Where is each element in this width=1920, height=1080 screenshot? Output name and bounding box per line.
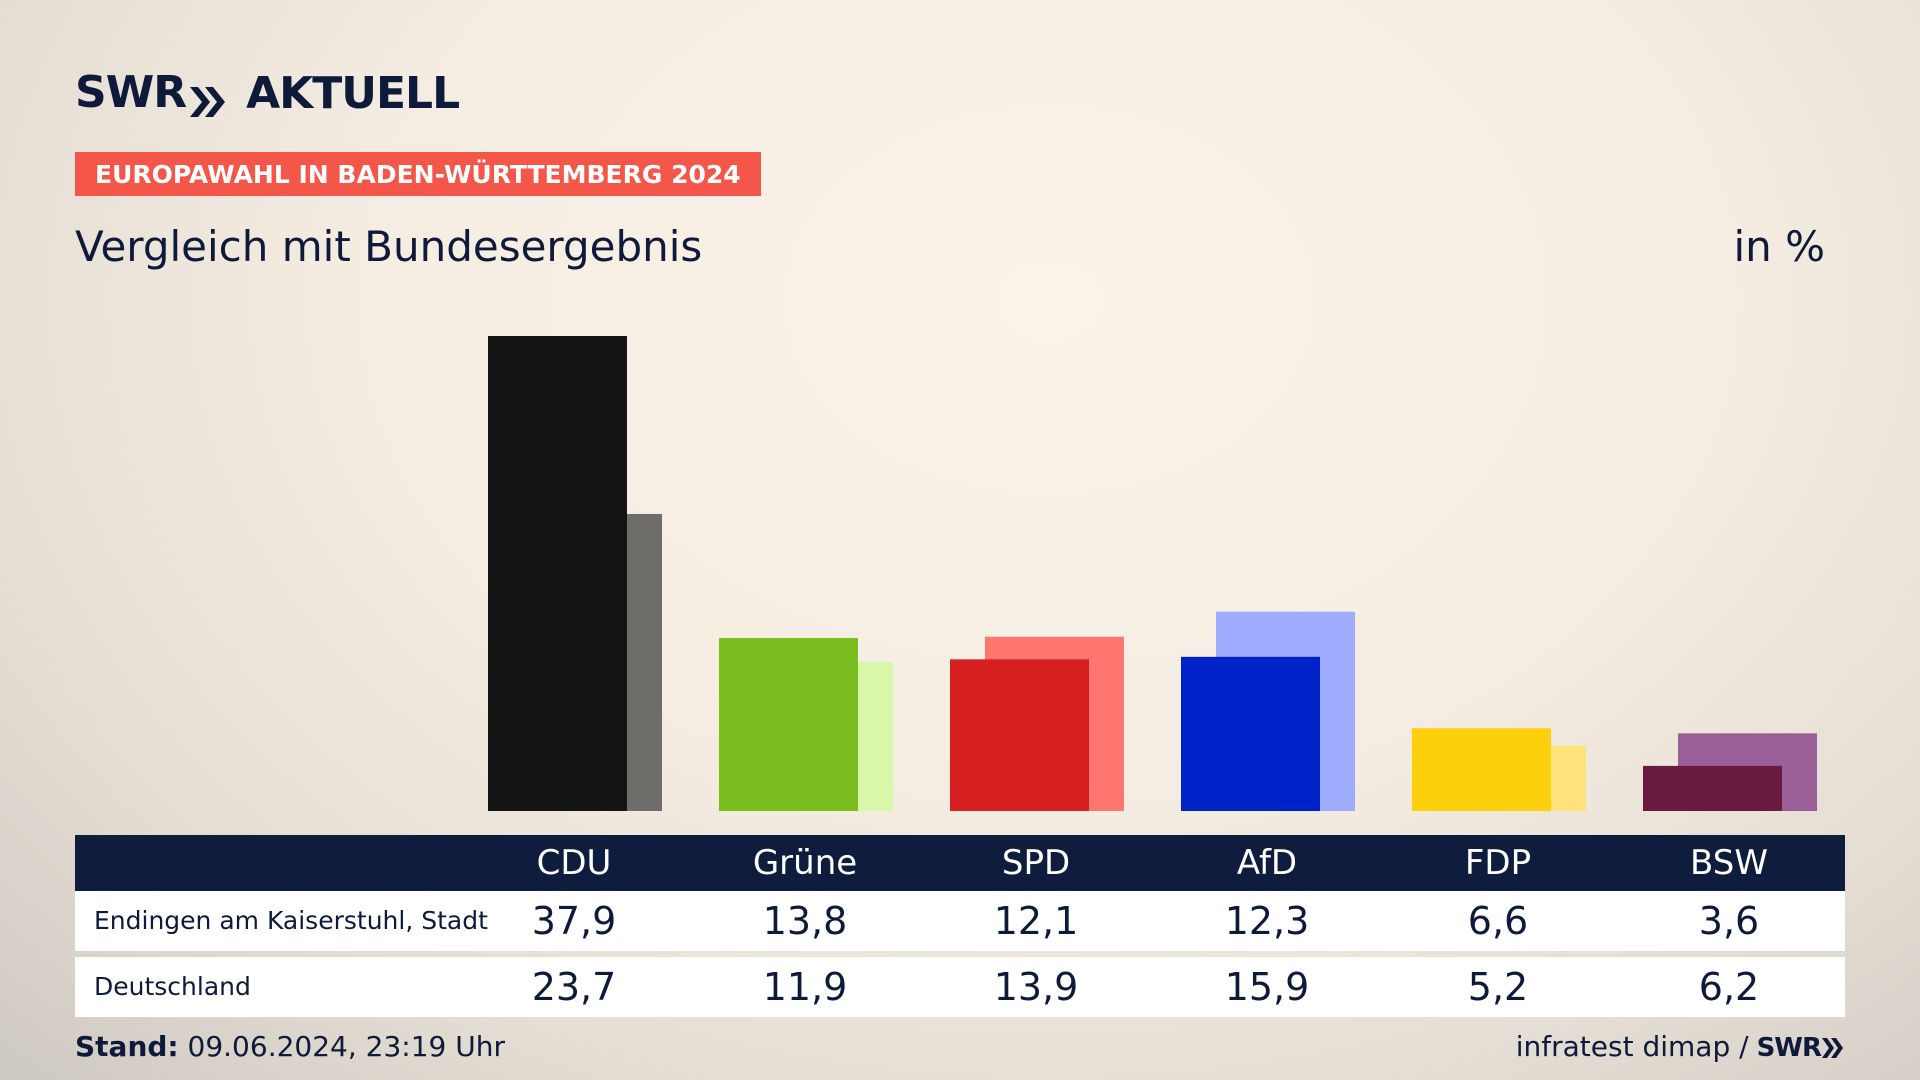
bar-endingen-bsw [1643,765,1782,811]
table-row-deutschland: Deutschland 23,7 11,9 13,9 15,9 5,2 6,2 [75,957,1845,1017]
column-header-fdp: FDP [1464,843,1532,883]
results-table: CDU Grüne SPD AfD FDP BSW Endingen am Kaisers… [75,835,1845,1017]
stand-value: 09.06.2024, 23:19 Uhr [187,1030,505,1063]
value-deutschland-bsw: 6,2 [1698,965,1760,1009]
chevron-double-right-icon [1822,1038,1843,1058]
row-label-deutschland: Deutschland [94,972,251,1001]
value-deutschland-fdp: 5,2 [1467,965,1529,1009]
source-credit: infratest dimap / SWR [1516,1030,1845,1063]
aktuell-logo-text: AKTUELL [246,67,460,119]
swr-logo-text: SWR [75,66,187,118]
value-endingen-afd: 12,3 [1224,899,1310,943]
bar-endingen-spd [950,659,1089,811]
value-deutschland-gruene: 11,9 [762,965,848,1009]
value-endingen-spd: 12,1 [993,899,1079,943]
bar-chart [488,336,1817,811]
chart-title: Vergleich mit Bundesergebnis [75,222,703,271]
column-header-cdu: CDU [536,843,612,883]
swr-aktuell-logo: SWR AKTUELL [75,66,460,119]
swr-small-logo-text: SWR [1756,1033,1822,1063]
election-tag: EUROPAWAHL IN BADEN-WÜRTTEMBERG 2024 [75,152,761,196]
unit-label: in % [1733,222,1825,271]
bar-endingen-fdp [1412,728,1551,811]
timestamp: Stand: 09.06.2024, 23:19 Uhr [75,1030,505,1063]
column-header-afd: AfD [1236,843,1298,883]
value-endingen-gruene: 13,8 [762,899,848,943]
value-deutschland-cdu: 23,7 [531,965,617,1009]
bar-endingen-afd [1181,656,1320,811]
column-header-spd: SPD [1001,843,1071,883]
value-endingen-fdp: 6,6 [1467,899,1529,943]
column-header-bsw: BSW [1690,843,1768,883]
chevron-double-right-icon [190,87,226,118]
bar-endingen-cdu [488,336,627,811]
column-header-gruene: Grüne [752,843,858,883]
table-row-endingen: Endingen am Kaiserstuhl, Stadt 37,9 13,8 1… [75,891,1845,951]
bar-endingen-gruene [719,638,858,811]
value-deutschland-afd: 15,9 [1224,965,1310,1009]
value-endingen-bsw: 3,6 [1698,899,1760,943]
stand-label: Stand: [75,1030,179,1063]
row-label-endingen: Endingen am Kaiserstuhl, Stadt [94,906,488,935]
source-text: infratest dimap / [1515,1030,1749,1063]
table-header: CDU Grüne SPD AfD FDP BSW [75,835,1845,891]
value-endingen-cdu: 37,9 [531,899,617,943]
value-deutschland-spd: 13,9 [993,965,1079,1009]
